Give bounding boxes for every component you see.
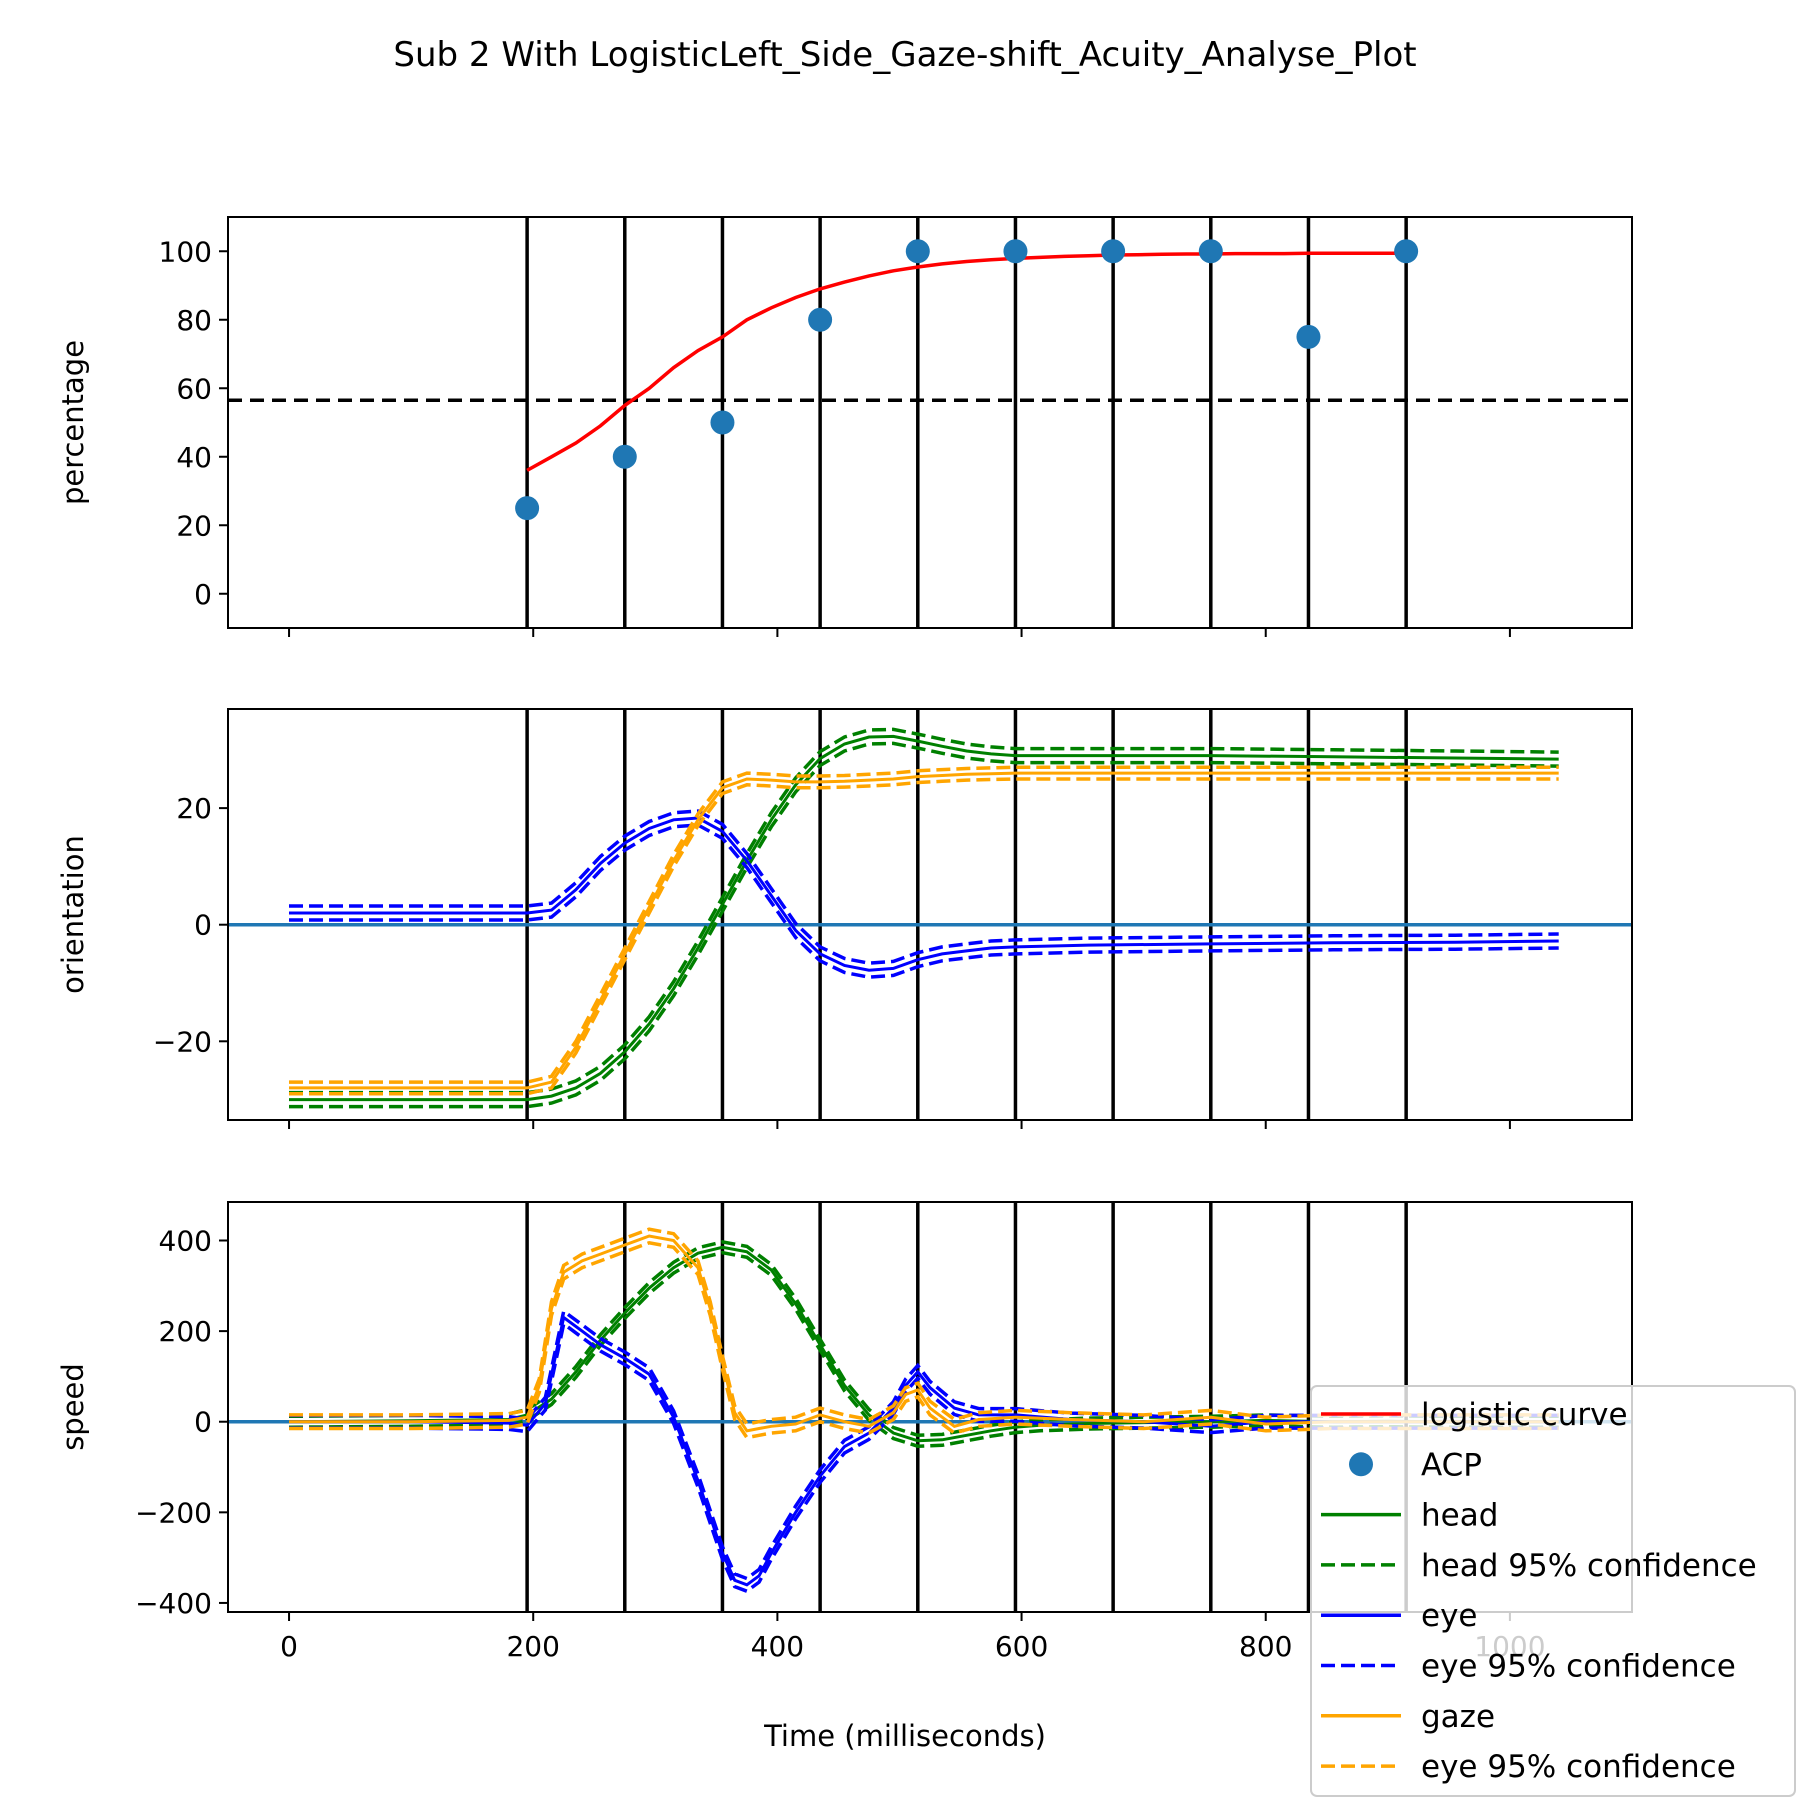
acp-point-8 xyxy=(1296,324,1321,349)
legend-label-0: logistic curve xyxy=(1421,1397,1628,1433)
x-tick-label-4: 800 xyxy=(1239,1630,1292,1663)
legend-label-6: gaze xyxy=(1421,1699,1495,1735)
y-tick-label-5: 100 xyxy=(159,235,212,268)
y-axis-label: percentage xyxy=(56,340,90,505)
logistic-curve-line xyxy=(526,251,1407,472)
acp-point-6 xyxy=(1101,239,1126,264)
legend-label-1: ACP xyxy=(1421,1447,1482,1483)
y-tick-label-1: 0 xyxy=(194,909,212,942)
y-tick-label-4: 80 xyxy=(176,304,212,337)
head-ci-upper-line xyxy=(289,727,1559,1095)
x-tick-label-1: 200 xyxy=(506,1630,559,1663)
plot-area xyxy=(228,1202,1632,1612)
x-tick-label-0: 0 xyxy=(280,1630,298,1663)
acp-point-7 xyxy=(1198,239,1223,264)
acp-point-4 xyxy=(905,239,930,264)
head-ci-lower-line xyxy=(288,1250,1559,1448)
acp-point-1 xyxy=(612,444,637,469)
plot-area xyxy=(228,217,1632,628)
eye-ci-lower-line xyxy=(289,1320,1559,1594)
head-line xyxy=(289,734,1559,1102)
eye-line xyxy=(289,816,1559,972)
plot-frame xyxy=(227,708,1633,1121)
plot-area xyxy=(228,709,1632,1120)
y-tick-label-3: 200 xyxy=(159,1315,212,1348)
acp-point-2 xyxy=(710,410,735,435)
figure-title: Sub 2 With LogisticLeft_Side_Gaze-shift_… xyxy=(393,35,1416,75)
gaze-ci-lower-line xyxy=(289,1240,1559,1440)
acp-point-3 xyxy=(808,307,833,332)
gaze-ci-lower-line xyxy=(289,777,1559,1096)
y-tick-label-2: 0 xyxy=(194,1406,212,1439)
gaze-ci-upper-line xyxy=(289,1227,1559,1426)
x-tick-label-3: 600 xyxy=(995,1630,1048,1663)
legend-label-5: eye 95% confidence xyxy=(1421,1649,1736,1685)
legend-label-4: eye xyxy=(1421,1598,1478,1634)
head-line xyxy=(288,1245,1559,1443)
legend-label-2: head xyxy=(1421,1498,1498,1534)
y-axis-label: speed xyxy=(56,1363,90,1451)
head-ci-upper-line xyxy=(288,1240,1559,1438)
acp-point-5 xyxy=(1003,239,1028,264)
y-tick-label-2: 20 xyxy=(176,792,212,825)
y-tick-label-1: 20 xyxy=(176,509,212,542)
y-tick-label-3: 60 xyxy=(176,372,212,405)
legend-label-3: head 95% confidence xyxy=(1421,1548,1757,1584)
gaze-ci-upper-line xyxy=(289,765,1559,1084)
legend-label-7: eye 95% confidence xyxy=(1421,1749,1736,1785)
head-ci-lower-line xyxy=(289,741,1559,1109)
eye-ci-lower-line xyxy=(289,823,1559,979)
y-tick-label-1: −200 xyxy=(135,1496,212,1529)
gaze-line xyxy=(289,1234,1559,1433)
y-tick-label-0: −400 xyxy=(135,1587,212,1620)
eye-ci-upper-line xyxy=(289,1308,1559,1581)
percentage-panel: 0 20 40 60 80 100 percentage xyxy=(56,216,1633,637)
plot-frame xyxy=(227,216,1633,629)
orientation-panel: −20 0 20 orientation xyxy=(56,708,1633,1129)
eye-ci-upper-line xyxy=(289,809,1559,965)
y-tick-label-0: −20 xyxy=(153,1025,212,1058)
legend: logistic curve ACP head head 95% confidence… xyxy=(1310,1385,1796,1797)
gaze-line xyxy=(289,771,1559,1090)
legend-box xyxy=(1310,1385,1796,1797)
x-tick-label-2: 400 xyxy=(751,1630,804,1663)
y-tick-label-2: 40 xyxy=(176,441,212,474)
legend-acp-marker xyxy=(1349,1452,1373,1477)
acp-point-0 xyxy=(515,496,540,521)
acp-point-9 xyxy=(1394,239,1419,264)
y-tick-label-0: 0 xyxy=(194,578,212,611)
y-tick-label-4: 400 xyxy=(159,1225,212,1258)
x-axis-label: Time (milliseconds) xyxy=(763,1719,1046,1753)
y-axis-label: orientation xyxy=(56,835,90,994)
